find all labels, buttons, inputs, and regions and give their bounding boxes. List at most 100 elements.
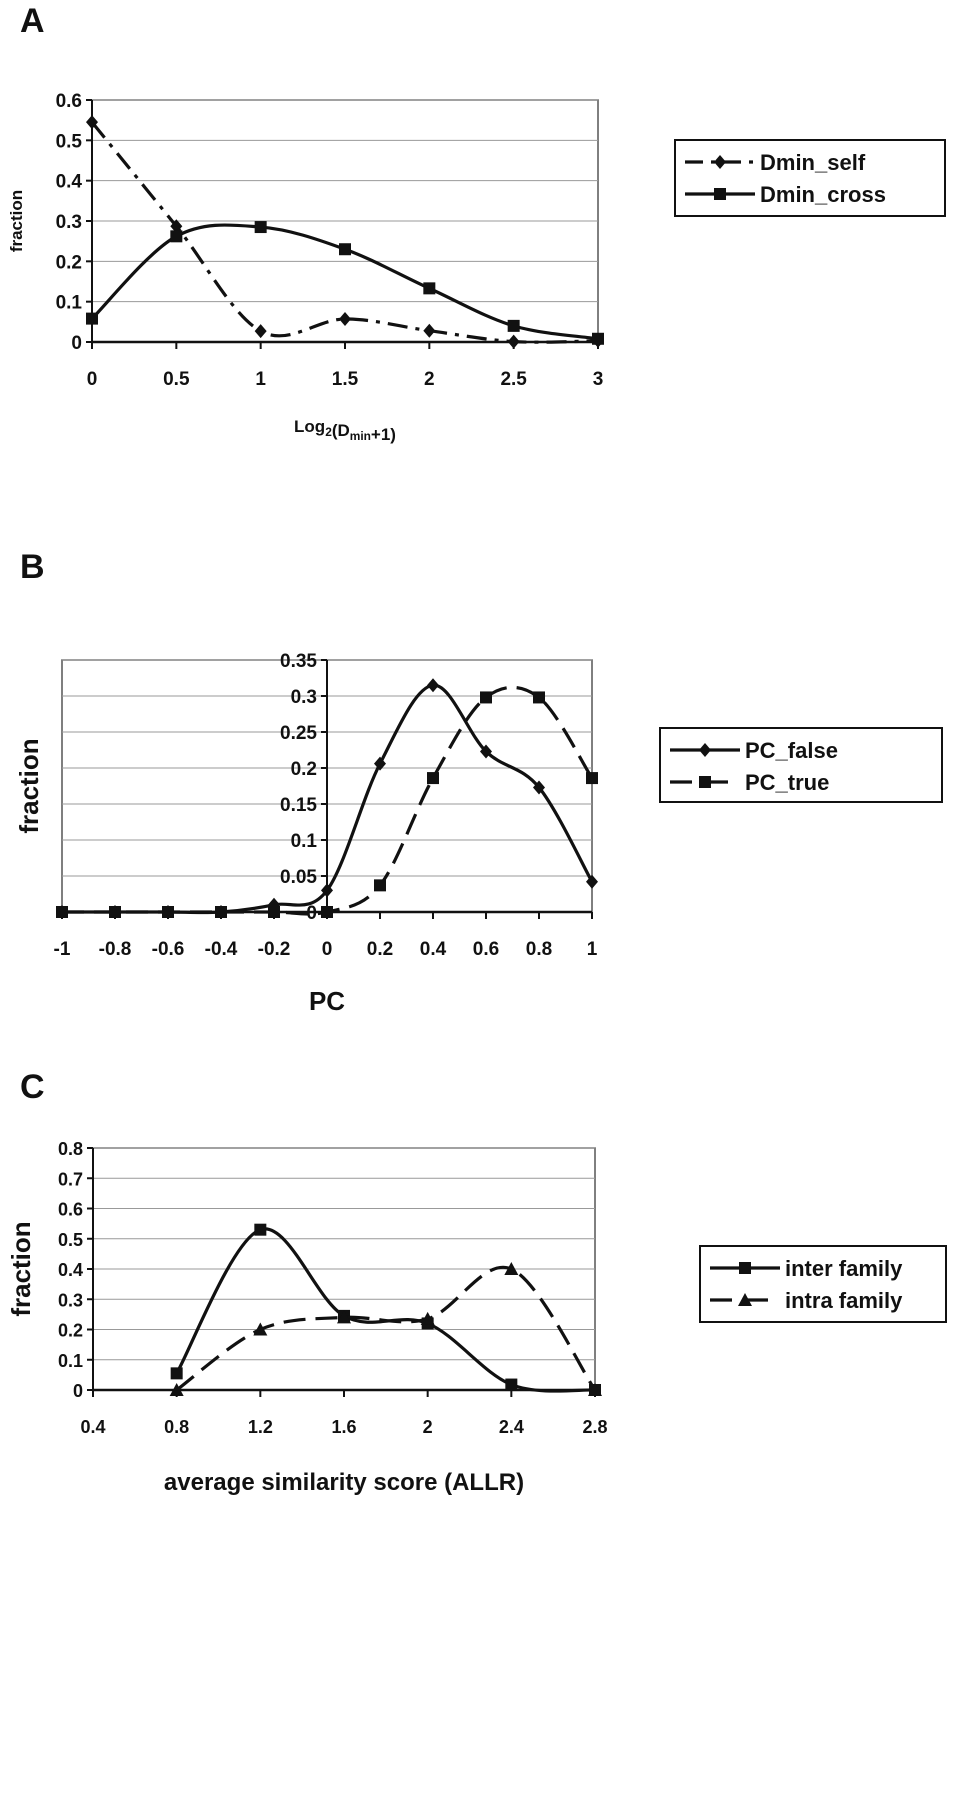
- data-point-square: [254, 1223, 267, 1236]
- data-point-square: [505, 1378, 518, 1391]
- y-tick-label: 0: [306, 903, 317, 924]
- data-point-diamond: [480, 744, 492, 759]
- x-tick-label: 2.4: [499, 1417, 524, 1437]
- data-point-square: [162, 906, 174, 918]
- data-point-square: [56, 906, 68, 918]
- y-tick-label: 0.2: [58, 1321, 83, 1341]
- legend-marker-square: [714, 188, 726, 200]
- legend-label: Dmin_self: [760, 150, 866, 175]
- data-point-square: [215, 906, 227, 918]
- data-point-triangle: [169, 1383, 184, 1396]
- panel-label: C: [20, 1068, 45, 1106]
- x-tick-label: 1.2: [248, 1417, 273, 1437]
- legend-box: [674, 139, 946, 217]
- data-point-triangle: [504, 1262, 519, 1275]
- x-tick-label: 2: [424, 369, 435, 390]
- x-axis-label-part: (D: [332, 421, 350, 440]
- y-tick-label: 0.5: [56, 131, 83, 152]
- data-point-square: [268, 906, 280, 918]
- legend-marker-square: [739, 1262, 751, 1274]
- legend-box: [699, 1245, 947, 1323]
- x-tick-label: 0: [322, 939, 333, 960]
- x-tick-label: 0: [87, 369, 98, 390]
- data-point-square: [480, 691, 492, 704]
- legend-label: PC_false: [745, 738, 838, 763]
- data-point-square: [170, 230, 183, 243]
- y-tick-label: 0.15: [280, 795, 317, 816]
- legend-label: intra family: [785, 1288, 903, 1313]
- data-point-diamond: [586, 874, 598, 889]
- x-tick-label: -0.8: [99, 939, 132, 960]
- data-point-square: [374, 879, 386, 892]
- data-point-diamond: [374, 756, 386, 771]
- series-line: [90, 121, 599, 344]
- y-tick-label: 0.3: [291, 687, 317, 708]
- x-tick-label: 1.6: [331, 1417, 356, 1437]
- data-point-square: [170, 1367, 183, 1380]
- legend: [659, 727, 943, 803]
- data-point-square: [586, 772, 598, 785]
- panel-label: B: [20, 548, 45, 586]
- y-tick-label: 0.1: [58, 1351, 83, 1371]
- chart-panel-b: [56, 659, 943, 919]
- y-tick-label: 0.05: [280, 867, 317, 888]
- y-tick-label: 0.3: [58, 1290, 83, 1310]
- y-axis-label: fraction: [6, 1221, 36, 1316]
- data-point-diamond: [170, 219, 183, 234]
- y-tick-label: 0: [73, 1381, 83, 1401]
- legend-label: Dmin_cross: [760, 182, 886, 207]
- legend-label: inter family: [785, 1256, 903, 1281]
- chart-panel-a: Log2(Dmin+1): [86, 99, 946, 444]
- series-line: [175, 1265, 597, 1392]
- y-tick-label: 0.7: [58, 1169, 83, 1189]
- x-tick-label: 2.5: [500, 369, 527, 390]
- x-axis-label: average similarity score (ALLR): [164, 1469, 524, 1496]
- legend-marker-diamond: [714, 155, 726, 169]
- y-axis-label: fraction: [14, 738, 44, 833]
- legend-label: PC_true: [745, 770, 829, 795]
- x-tick-label: 0.4: [420, 939, 447, 960]
- y-tick-label: 0.8: [58, 1139, 83, 1159]
- data-point-diamond: [321, 883, 333, 898]
- legend: [699, 1245, 947, 1323]
- x-axis-label-part: +1): [371, 425, 396, 444]
- x-tick-label: 3: [593, 369, 604, 390]
- data-point-square: [321, 906, 333, 918]
- data-point-square: [427, 772, 439, 785]
- y-tick-label: 0.5: [58, 1230, 83, 1250]
- x-tick-label: 2: [423, 1417, 433, 1437]
- panel-label: A: [20, 2, 45, 40]
- series-dmin-cross: [86, 221, 604, 345]
- series-inter-family: [170, 1223, 601, 1396]
- data-point-triangle: [253, 1322, 268, 1336]
- data-point-square: [339, 243, 351, 256]
- data-point-square: [254, 221, 267, 234]
- data-point-square: [507, 319, 520, 332]
- y-tick-label: 0.6: [56, 91, 82, 112]
- y-tick-label: 0.2: [56, 252, 82, 273]
- series-intra-family: [169, 1262, 602, 1396]
- chart-panel-c: [87, 1147, 947, 1397]
- x-tick-label: -0.2: [258, 939, 291, 960]
- x-axis-label-part: min: [350, 429, 371, 443]
- x-tick-label: 0.6: [473, 939, 499, 960]
- x-axis-label: Log2(Dmin+1): [294, 417, 396, 444]
- data-point-diamond: [254, 324, 267, 339]
- data-point-diamond: [339, 312, 351, 327]
- data-point-square: [86, 312, 98, 325]
- x-tick-label: 0.2: [367, 939, 393, 960]
- x-tick-label: 1.5: [332, 369, 359, 390]
- y-tick-label: 0.6: [58, 1200, 83, 1220]
- x-tick-label: -1: [54, 939, 71, 960]
- data-point-triangle: [337, 1310, 351, 1324]
- data-point-square: [533, 691, 545, 704]
- x-tick-label: 0.8: [164, 1417, 189, 1437]
- legend-box: [659, 727, 943, 803]
- y-tick-label: 0.4: [58, 1260, 83, 1280]
- data-point-square: [592, 332, 604, 345]
- y-tick-label: 0.1: [291, 831, 318, 852]
- data-point-diamond: [533, 780, 545, 795]
- series-line: [62, 685, 594, 916]
- x-tick-label: -0.4: [205, 939, 238, 960]
- y-tick-label: 0.3: [56, 212, 82, 233]
